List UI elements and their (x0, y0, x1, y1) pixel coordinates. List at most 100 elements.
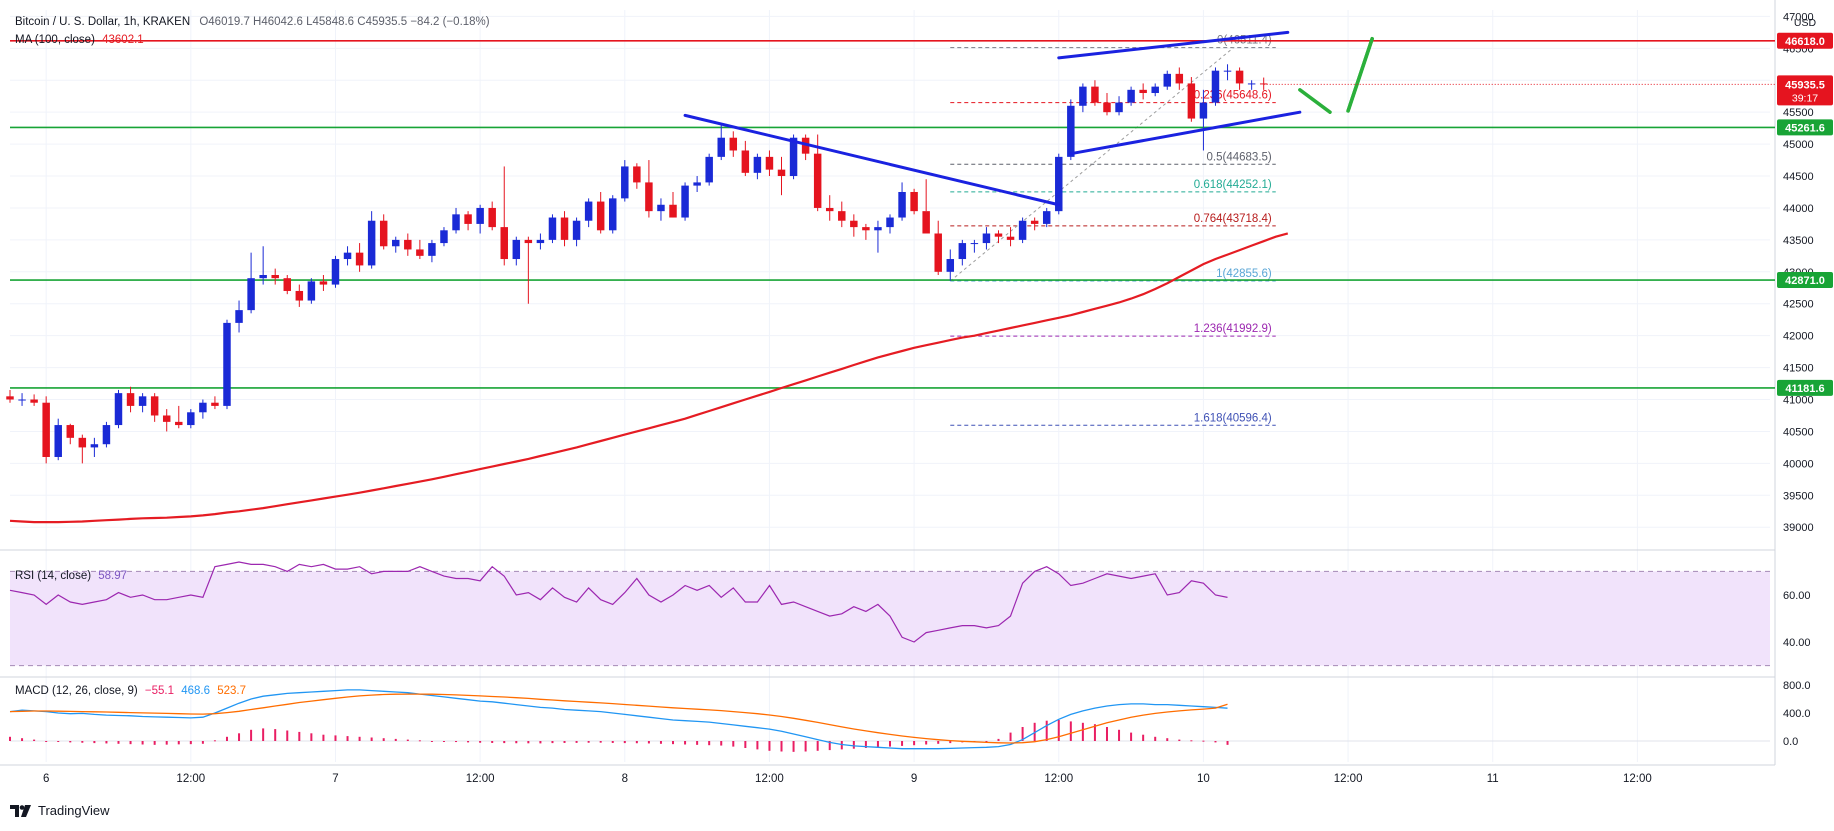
macd-hist-bar (129, 741, 132, 745)
ma-100-line (9, 232, 1289, 524)
macd-hist-bar (792, 741, 795, 752)
candle-up (609, 198, 617, 231)
candle-up (548, 217, 557, 240)
macd-hist-bar (1105, 727, 1108, 741)
macd-hist-bar (491, 741, 494, 743)
macd-tick-label: 0.0 (1783, 736, 1798, 748)
candle-down (126, 393, 135, 406)
rsi-legend-value: 58.97 (98, 570, 128, 582)
macd-hist-bar (57, 741, 60, 742)
candle-up (512, 239, 521, 260)
candle-up (247, 278, 255, 311)
price-tick-label: 40000 (1783, 458, 1814, 470)
macd-hist-bar (997, 738, 1000, 741)
macd-tick-label: 800.0 (1783, 680, 1811, 692)
candle-up (102, 425, 111, 445)
candle-up (621, 166, 629, 199)
macd-hist-bar (1130, 732, 1133, 741)
macd-legend[interactable]: MACD (12, 26, close, 9) −55.1 468.6 523.… (15, 685, 246, 697)
candle-up (223, 322, 231, 406)
candle-up (1055, 156, 1063, 212)
macd-hist-bar (515, 741, 518, 744)
candle-down (1030, 220, 1039, 224)
candle-up (657, 204, 665, 212)
macd-hist-bar (539, 741, 542, 744)
candle-down (1006, 236, 1015, 240)
macd-hist-bar (1081, 722, 1084, 741)
macd-hist-bar (1226, 741, 1229, 745)
support-level-tag (1777, 379, 1833, 396)
macd-hist-bar (780, 741, 783, 752)
resistance-level-tag (1777, 32, 1833, 49)
tradingview-brand: TradingView (38, 803, 110, 818)
time-tick-label: 9 (911, 773, 917, 785)
macd-hist-bar (346, 736, 349, 741)
price-tick-label: 45500 (1783, 107, 1814, 119)
candle-up (1247, 83, 1256, 85)
candle-up (343, 252, 352, 260)
candle-down (729, 137, 738, 151)
symbol-title[interactable]: Bitcoin / U. S. Dollar, 1h, KRAKEN (15, 16, 191, 28)
trend-line (1069, 110, 1302, 156)
macd-hist-bar (527, 741, 530, 744)
macd-hist-bar (1166, 738, 1169, 741)
time-tick-label: 11 (1487, 773, 1499, 785)
macd-hist-bar (647, 741, 650, 744)
macd-hist-bar (949, 741, 952, 744)
macd-hist-bar (394, 738, 397, 741)
candle-up (753, 156, 762, 173)
macd-hist-bar (177, 741, 180, 745)
macd-hist-bar (708, 741, 711, 746)
macd-hist-bar (889, 741, 891, 747)
tradingview-logo[interactable]: TradingView (10, 803, 110, 818)
time-tick-label: 12:00 (1044, 773, 1073, 785)
macd-hist-bar (1142, 734, 1145, 741)
macd-legend-hist: −55.1 (144, 685, 175, 697)
candle-up (440, 230, 448, 244)
ma-legend[interactable]: MA (100, close) 43602.1 (15, 34, 144, 46)
macd-hist-bar (575, 741, 578, 743)
macd-hist-bar (937, 741, 940, 744)
candle-up (476, 207, 484, 224)
macd-hist-bar (442, 741, 445, 742)
candle-down (741, 150, 750, 173)
macd-hist-bar (1093, 724, 1096, 741)
support-level-label: 41181.6 (1785, 383, 1824, 395)
candle-down (416, 249, 424, 256)
macd-hist-bar (33, 739, 36, 741)
candle-down (42, 402, 50, 457)
macd-hist-bar (358, 736, 361, 741)
rsi-tick-label: 40.00 (1783, 637, 1811, 649)
candle-down (1235, 70, 1244, 84)
projection-line (1346, 36, 1374, 113)
price-tick-label: 42000 (1783, 331, 1814, 343)
resistance-level-label: 46618.0 (1785, 36, 1825, 48)
candle-up (1018, 220, 1027, 240)
candle-up (367, 220, 376, 266)
macd-hist-bar (696, 741, 699, 745)
candle-down (66, 425, 75, 438)
candle-up (946, 259, 955, 272)
macd-hist-bar (623, 741, 626, 744)
macd-hist-bar (117, 741, 120, 744)
macd-hist-bar (9, 736, 11, 741)
candle-down (271, 275, 279, 279)
candle-up (536, 239, 545, 244)
candle-down (319, 281, 328, 285)
fib-level-label: 0.236(45648.6) (1194, 90, 1272, 102)
support-level-label: 45261.6 (1785, 122, 1825, 134)
macd-hist-bar (672, 741, 675, 745)
macd-hist-bar (250, 729, 253, 741)
macd-hist-bar (1021, 727, 1024, 741)
price-tick-label: 39500 (1783, 490, 1814, 502)
rsi-legend-label: RSI (14, close) (15, 570, 92, 582)
candle-down (162, 415, 171, 422)
time-tick-label: 12:00 (176, 773, 205, 785)
macd-hist-bar (201, 741, 204, 744)
candle-up (235, 310, 243, 323)
macd-hist-bar (1057, 720, 1060, 741)
macd-hist-bar (1009, 732, 1012, 741)
macd-hist-bar (635, 741, 638, 744)
rsi-legend[interactable]: RSI (14, close) 58.97 (15, 570, 127, 582)
